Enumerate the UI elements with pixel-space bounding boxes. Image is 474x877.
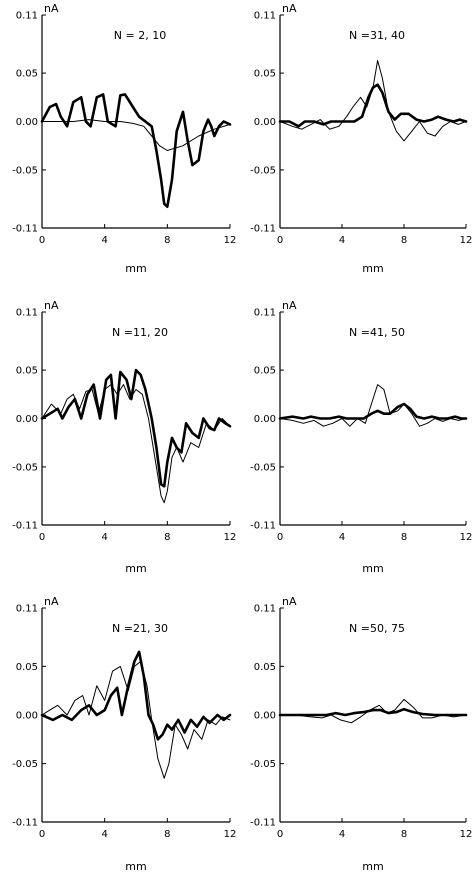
y-axis-unit-label: nA bbox=[282, 2, 297, 15]
y-tick-label: -0.11 bbox=[250, 521, 276, 532]
x-axis-label: mm bbox=[362, 262, 383, 275]
y-tick-label: 0.11 bbox=[16, 308, 38, 319]
series-line-thick bbox=[40, 93, 232, 208]
x-axis-label: mm bbox=[362, 562, 383, 575]
x-tick-label: 0 bbox=[39, 235, 45, 246]
x-tick-label: 12 bbox=[460, 532, 473, 543]
panel-title: N = 2, 10 bbox=[114, 29, 166, 42]
y-tick-label: 0.11 bbox=[254, 604, 276, 615]
plot-panel-2: 0.11 0.05 0.00 -0.05 -0.110 4 8 12 nA N =31, 40 mm bbox=[250, 2, 472, 275]
y-tick-label: -0.05 bbox=[250, 165, 276, 176]
x-tick-label: 0 bbox=[39, 532, 45, 543]
x-tick-label: 0 bbox=[39, 829, 45, 840]
y-axis-unit-label: nA bbox=[44, 299, 59, 312]
y-tick-label: 0.05 bbox=[16, 662, 38, 673]
y-tick-label: 0.11 bbox=[16, 11, 38, 22]
series-line-thin bbox=[41, 119, 231, 151]
plot-panel-4: 0.11 0.05 0.00 -0.05 -0.110 4 8 12 nA N =41, 50 mm bbox=[250, 299, 472, 575]
x-tick-label: 12 bbox=[460, 829, 473, 840]
y-tick-label: -0.11 bbox=[12, 224, 38, 235]
x-tick-label: 4 bbox=[101, 235, 107, 246]
y-axis-unit-label: nA bbox=[44, 2, 59, 15]
y-tick-label: 0.00 bbox=[16, 414, 38, 425]
y-tick-label: 0.00 bbox=[16, 117, 38, 128]
series-line-thin bbox=[41, 661, 231, 779]
x-tick-label: 8 bbox=[164, 829, 170, 840]
panel-title: N =21, 30 bbox=[112, 622, 168, 635]
x-tick-label: 8 bbox=[401, 532, 407, 543]
x-tick-label: 4 bbox=[339, 235, 345, 246]
y-tick-label: -0.05 bbox=[12, 759, 38, 770]
y-tick-label: 0.05 bbox=[16, 366, 38, 377]
x-tick-label: 4 bbox=[101, 532, 107, 543]
y-tick-label: -0.05 bbox=[12, 165, 38, 176]
x-tick-label: 4 bbox=[339, 532, 345, 543]
plot-panel-5: 0.11 0.05 0.00 -0.05 -0.110 4 8 12 nA N =21, 30 mm bbox=[12, 595, 236, 873]
y-tick-label: 0.00 bbox=[254, 117, 276, 128]
x-tick-label: 8 bbox=[401, 235, 407, 246]
y-tick-label: -0.05 bbox=[250, 462, 276, 473]
y-tick-label: -0.11 bbox=[250, 818, 276, 829]
y-tick-label: 0.11 bbox=[254, 11, 276, 22]
x-axis-label: mm bbox=[362, 860, 383, 873]
y-tick-label: 0.11 bbox=[254, 308, 276, 319]
series-line-thick bbox=[278, 402, 468, 420]
y-tick-label: 0.00 bbox=[254, 711, 276, 722]
series-line-thick bbox=[278, 83, 468, 128]
series-line-thick bbox=[278, 707, 468, 717]
x-tick-label: 12 bbox=[224, 532, 237, 543]
y-tick-label: -0.11 bbox=[12, 521, 38, 532]
x-tick-label: 4 bbox=[339, 829, 345, 840]
panel-title: N =31, 40 bbox=[349, 29, 405, 42]
panel-title: N =41, 50 bbox=[349, 326, 405, 339]
y-axis-unit-label: nA bbox=[282, 595, 297, 608]
y-tick-label: 0.05 bbox=[16, 69, 38, 80]
y-tick-label: 0.05 bbox=[254, 366, 276, 377]
x-tick-label: 4 bbox=[101, 829, 107, 840]
x-axis-label: mm bbox=[125, 562, 146, 575]
series-line-thin bbox=[41, 384, 231, 504]
x-tick-label: 0 bbox=[277, 532, 283, 543]
y-tick-label: 0.11 bbox=[16, 604, 38, 615]
x-axis-label: mm bbox=[125, 860, 146, 873]
plot-panel-1: 0.11 0.05 0.00 -0.05 -0.110 4 8 12 nA N = 2, 10 mm bbox=[12, 2, 236, 275]
x-tick-label: 8 bbox=[164, 532, 170, 543]
y-tick-label: 0.05 bbox=[254, 662, 276, 673]
x-axis-label: mm bbox=[125, 262, 146, 275]
y-tick-label: 0.05 bbox=[254, 69, 276, 80]
y-tick-label: -0.11 bbox=[250, 224, 276, 235]
y-axis-unit-label: nA bbox=[44, 595, 59, 608]
y-axis-unit-label: nA bbox=[282, 299, 297, 312]
panel-title: N =50, 75 bbox=[349, 622, 405, 635]
x-tick-label: 12 bbox=[224, 235, 237, 246]
series-line-thin bbox=[279, 698, 467, 724]
y-tick-label: 0.00 bbox=[254, 414, 276, 425]
panel-title: N =11, 20 bbox=[112, 326, 168, 339]
plot-panel-6: 0.11 0.05 0.00 -0.05 -0.110 4 8 12 nA N =50, 75 mm bbox=[250, 595, 472, 873]
y-tick-label: 0.00 bbox=[16, 711, 38, 722]
x-tick-label: 12 bbox=[460, 235, 473, 246]
series-line-thin bbox=[279, 60, 467, 142]
series-line-thick bbox=[40, 650, 232, 741]
x-tick-label: 8 bbox=[401, 829, 407, 840]
x-tick-label: 12 bbox=[224, 829, 237, 840]
series-line-thick bbox=[40, 368, 232, 488]
y-tick-label: -0.05 bbox=[250, 759, 276, 770]
y-tick-label: -0.11 bbox=[12, 818, 38, 829]
x-tick-label: 0 bbox=[277, 829, 283, 840]
x-tick-label: 8 bbox=[164, 235, 170, 246]
y-tick-label: -0.05 bbox=[12, 462, 38, 473]
series-line-thin bbox=[279, 384, 467, 427]
x-tick-label: 0 bbox=[277, 235, 283, 246]
plot-panel-3: 0.11 0.05 0.00 -0.05 -0.110 4 8 12 nA N =11, 20 mm bbox=[12, 299, 236, 575]
